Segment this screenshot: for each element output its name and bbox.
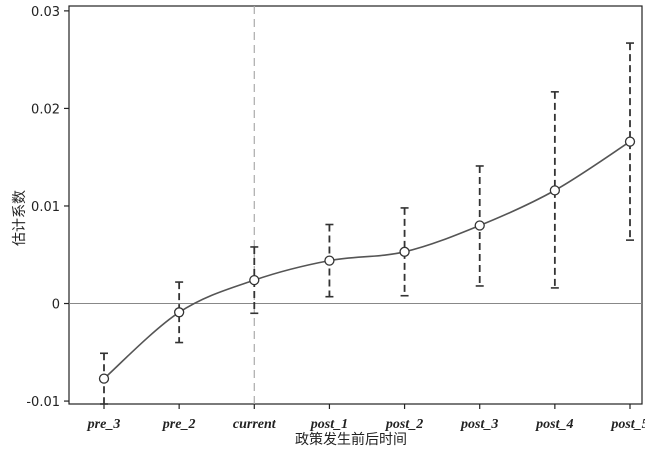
plot-frame bbox=[68, 5, 643, 405]
x-tick-label: current bbox=[233, 417, 277, 432]
x-axis-label: 政策发生前后时间 bbox=[295, 431, 407, 448]
y-tick-label: 0.03 bbox=[31, 5, 60, 20]
x-tick-label: post_5 bbox=[610, 417, 645, 432]
data-point bbox=[549, 185, 561, 196]
data-point bbox=[98, 373, 110, 384]
data-point bbox=[173, 307, 185, 318]
data-point bbox=[399, 246, 410, 257]
x-tick-label: pre_3 bbox=[87, 417, 121, 432]
x-tick-label: post_4 bbox=[535, 417, 573, 432]
data-point bbox=[624, 136, 636, 147]
x-tick-label: post_1 bbox=[310, 417, 348, 432]
data-point bbox=[474, 220, 485, 231]
y-tick-label: 0.01 bbox=[31, 200, 60, 215]
y-tick-label: 0 bbox=[52, 298, 60, 313]
y-tick-label: 0.02 bbox=[31, 102, 60, 117]
data-point bbox=[324, 255, 335, 266]
y-axis-label: 估计系数 bbox=[12, 190, 28, 246]
x-tick-label: pre_2 bbox=[162, 417, 196, 432]
x-tick-label: post_2 bbox=[385, 417, 423, 432]
data-point bbox=[249, 274, 260, 286]
y-tick-label: -0.01 bbox=[26, 395, 60, 410]
x-tick-label: post_3 bbox=[460, 417, 498, 432]
plot-area: -0.01 0 0.01 0.02 0.03 pre_3 pre_2 current post_… bbox=[26, 5, 645, 432]
